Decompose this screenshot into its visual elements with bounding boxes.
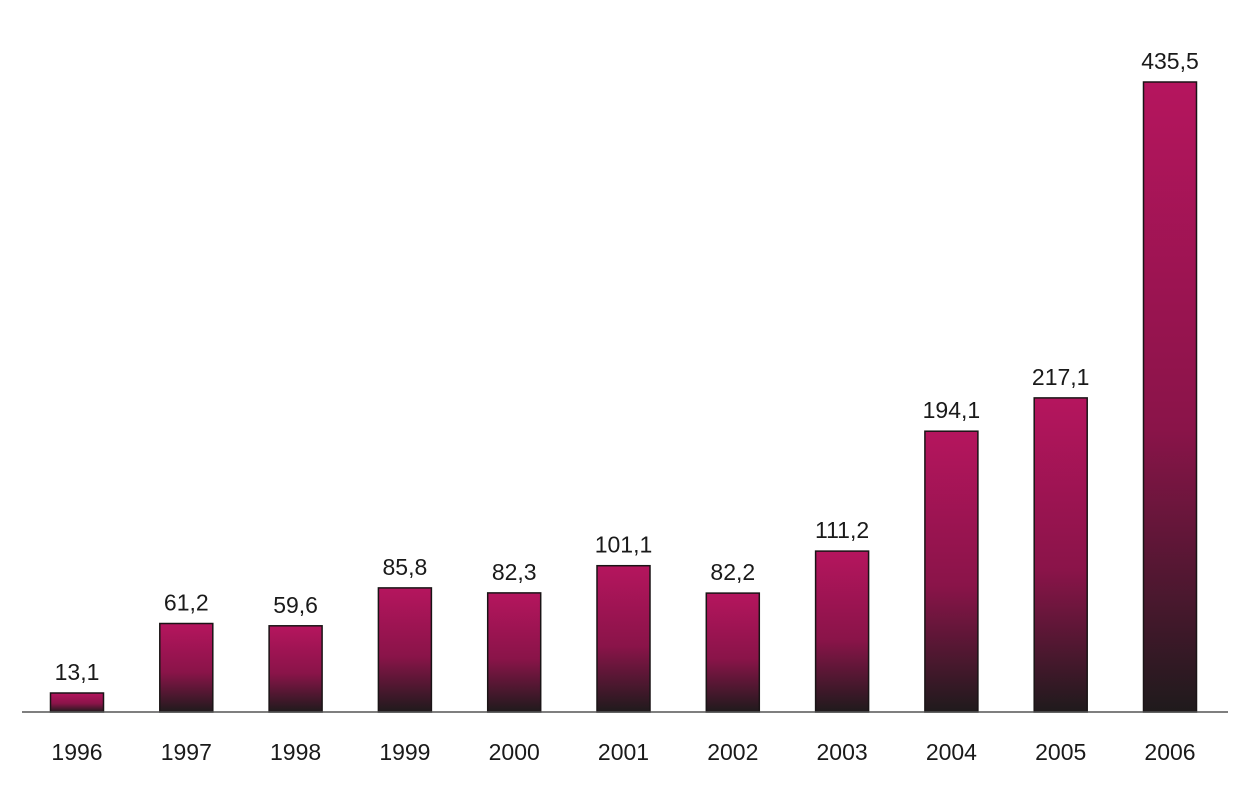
x-tick-label-2006: 2006 <box>1144 739 1195 765</box>
x-tick-label-1997: 1997 <box>161 739 212 765</box>
data-label-1998: 59,6 <box>273 592 318 618</box>
data-label-1999: 85,8 <box>383 554 428 580</box>
data-label-2006: 435,5 <box>1141 48 1199 74</box>
data-label-2001: 101,1 <box>595 532 653 558</box>
bar-2004 <box>924 430 979 713</box>
x-tick-label-2005: 2005 <box>1035 739 1086 765</box>
x-tick-label-1999: 1999 <box>379 739 430 765</box>
x-tick-labels-group: 1996 1997 1998 1999 2000 2001 2002 2003 2004 2005… <box>51 739 1195 765</box>
x-tick-label-2004: 2004 <box>926 739 977 765</box>
bar-1999 <box>377 587 433 713</box>
bars-group <box>49 81 1198 713</box>
bar-2002 <box>705 592 761 713</box>
x-tick-label-1998: 1998 <box>270 739 321 765</box>
bar-2005 <box>1033 397 1088 713</box>
bar-1997 <box>159 622 214 713</box>
data-label-2000: 82,3 <box>492 559 537 585</box>
bar-1998 <box>268 625 323 713</box>
x-tick-label-1996: 1996 <box>51 739 102 765</box>
data-label-2002: 82,2 <box>710 559 755 585</box>
bar-2000 <box>486 592 542 713</box>
bar-2001 <box>596 564 651 713</box>
bar-2006 <box>1142 81 1198 713</box>
data-label-1997: 61,2 <box>164 590 209 616</box>
data-label-1996: 13,1 <box>55 659 100 685</box>
data-label-2005: 217,1 <box>1032 364 1090 390</box>
data-label-2003: 111,2 <box>815 517 869 543</box>
data-labels-group: 13,1 61,2 59,6 85,8 82,3 101,1 82,2 111,2 194,1 2… <box>55 48 1199 685</box>
x-tick-label-2003: 2003 <box>817 739 868 765</box>
x-tick-label-2001: 2001 <box>598 739 649 765</box>
bar-2003 <box>814 550 870 713</box>
data-label-2004: 194,1 <box>923 397 981 423</box>
x-tick-label-2002: 2002 <box>707 739 758 765</box>
bar-1996 <box>49 692 105 713</box>
x-tick-label-2000: 2000 <box>489 739 540 765</box>
